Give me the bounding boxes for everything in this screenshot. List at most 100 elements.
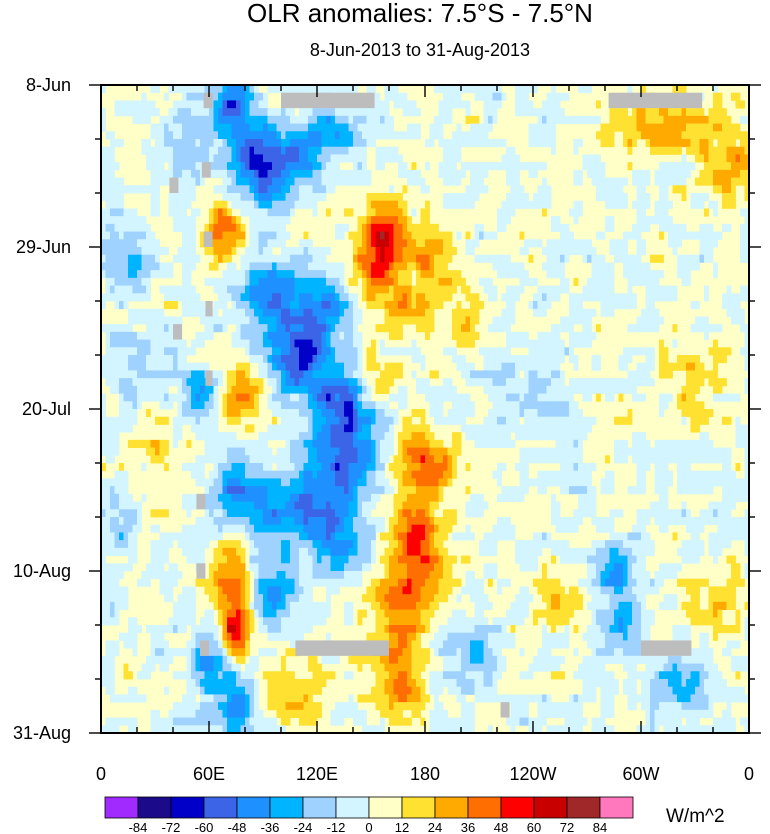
heatmap-cell — [713, 470, 718, 479]
heatmap-cell — [303, 154, 309, 163]
heatmap-cell — [299, 154, 304, 163]
heatmap-cell — [483, 385, 489, 394]
heatmap-cell — [609, 293, 615, 302]
heatmap-cell — [317, 401, 322, 410]
heatmap-cell — [213, 478, 219, 487]
heatmap-cell — [542, 308, 547, 317]
heatmap-cell — [546, 416, 552, 425]
heatmap-cell — [443, 200, 448, 209]
heatmap-cell — [312, 486, 318, 495]
heatmap-cell — [429, 293, 435, 302]
heatmap-cell — [515, 378, 520, 387]
heatmap-cell — [501, 154, 507, 163]
heatmap-cell — [650, 447, 655, 456]
heatmap-cell — [578, 463, 583, 472]
heatmap-cell — [339, 455, 345, 464]
heatmap-cell — [573, 146, 579, 155]
heatmap-cell — [290, 154, 295, 163]
heatmap-cell — [258, 277, 264, 286]
heatmap-cell — [312, 254, 318, 263]
heatmap-cell — [308, 362, 313, 371]
heatmap-cell — [110, 169, 115, 178]
heatmap-cell — [132, 185, 138, 194]
heatmap-cell — [213, 162, 219, 171]
heatmap-cell — [173, 378, 178, 387]
heatmap-cell — [281, 177, 286, 186]
heatmap-cell — [744, 463, 750, 472]
heatmap-cell — [713, 85, 718, 94]
heatmap-cell — [537, 393, 543, 402]
heatmap-cell — [483, 439, 489, 448]
heatmap-cell — [654, 200, 660, 209]
heatmap-cell — [330, 324, 336, 333]
heatmap-cell — [636, 169, 642, 178]
heatmap-cell — [672, 239, 678, 248]
heatmap-cell — [177, 424, 183, 433]
heatmap-cell — [420, 270, 426, 279]
heatmap-cell — [411, 486, 417, 495]
heatmap-cell — [281, 139, 286, 148]
heatmap-cell — [573, 355, 579, 364]
heatmap-cell — [357, 262, 363, 271]
heatmap-cell — [506, 285, 511, 294]
heatmap-cell — [326, 85, 331, 94]
heatmap-cell — [398, 270, 403, 279]
heatmap-cell — [128, 493, 133, 502]
heatmap-cell — [744, 293, 750, 302]
heatmap-cell — [555, 270, 561, 279]
heatmap-cell — [227, 131, 232, 140]
heatmap-cell — [690, 200, 696, 209]
heatmap-cell — [276, 362, 282, 371]
heatmap-cell — [164, 370, 169, 379]
heatmap-cell — [227, 385, 232, 394]
heatmap-cell — [285, 208, 291, 217]
heatmap-cell — [438, 401, 444, 410]
heatmap-cell — [371, 200, 376, 209]
heatmap-cell — [510, 146, 516, 155]
heatmap-cell — [411, 247, 417, 256]
heatmap-cell — [281, 401, 286, 410]
heatmap-cell — [209, 115, 214, 124]
heatmap-cell — [420, 254, 426, 263]
heatmap-cell — [456, 177, 462, 186]
heatmap-cell — [362, 254, 367, 263]
heatmap-cell — [339, 439, 345, 448]
heatmap-cell — [587, 324, 592, 333]
heatmap-cell — [177, 200, 183, 209]
heatmap-cell — [632, 432, 637, 441]
heatmap-cell — [686, 231, 691, 240]
heatmap-cell — [141, 285, 147, 294]
heatmap-cell — [204, 115, 210, 124]
heatmap-cell — [681, 223, 687, 232]
heatmap-cell — [294, 262, 300, 271]
heatmap-cell — [105, 486, 111, 495]
heatmap-cell — [434, 455, 439, 464]
heatmap-cell — [128, 316, 133, 325]
heatmap-cell — [677, 146, 682, 155]
heatmap-cell — [128, 324, 133, 333]
heatmap-cell — [123, 486, 129, 495]
heatmap-cell — [614, 239, 619, 248]
heatmap-cell — [164, 416, 169, 425]
heatmap-cell — [641, 185, 646, 194]
heatmap-cell — [627, 139, 633, 148]
heatmap-cell — [335, 324, 340, 333]
heatmap-cell — [348, 339, 354, 348]
heatmap-cell — [488, 385, 493, 394]
heatmap-cell — [560, 254, 565, 263]
heatmap-cell — [132, 393, 138, 402]
heatmap-cell — [200, 455, 205, 464]
heatmap-cell — [569, 231, 574, 240]
heatmap-cell — [429, 478, 435, 487]
heatmap-cell — [479, 254, 484, 263]
heatmap-cell — [578, 169, 583, 178]
heatmap-cell — [420, 308, 426, 317]
heatmap-cell — [497, 463, 502, 472]
heatmap-cell — [542, 301, 547, 310]
heatmap-cell — [483, 131, 489, 140]
heatmap-cell — [155, 247, 160, 256]
heatmap-cell — [375, 223, 381, 232]
heatmap-cell — [389, 301, 394, 310]
heatmap-cell — [371, 424, 376, 433]
heatmap-cell — [420, 239, 426, 248]
